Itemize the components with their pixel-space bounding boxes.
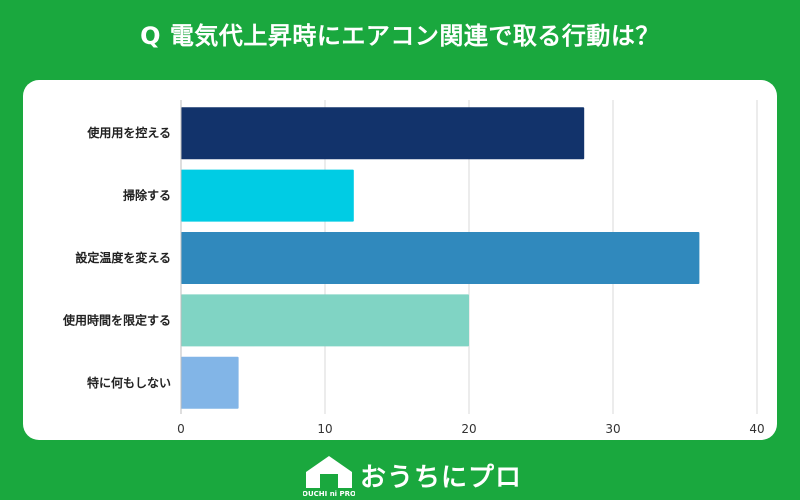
chart-panel: 0 10 20 30 40 使用用を控える掃除する設定温度を変える使用時間を限定する特に何… — [23, 80, 777, 440]
logo-text: OUCHI ni PRO — [303, 490, 355, 498]
category-label: 特に何もしない — [87, 375, 171, 390]
bar — [181, 169, 354, 222]
x-tick-label: 20 — [461, 422, 476, 436]
chart-title: Q 電気代上昇時にエアコン関連で取る行動は？ — [140, 22, 660, 50]
footer: OUCHI ni PRO おうちにプロ — [0, 448, 800, 500]
category-label: 使用時間を限定する — [62, 312, 171, 327]
x-tick-label: 30 — [605, 422, 620, 436]
x-tick-label: 10 — [317, 422, 332, 436]
brand-name: おうちにプロ — [360, 463, 523, 493]
category-label: 設定温度を変える — [75, 250, 171, 265]
house-logo-icon: OUCHI ni PRO — [303, 456, 355, 498]
bar — [181, 232, 700, 284]
x-tick-label: 0 — [177, 422, 185, 436]
category-label: 使用用を控える — [86, 125, 171, 140]
category-label: 掃除する — [123, 188, 171, 203]
bar — [181, 107, 585, 160]
bar — [181, 356, 239, 409]
bar-chart: 0 10 20 30 40 使用用を控える掃除する設定温度を変える使用時間を限定する特に何… — [62, 100, 765, 436]
x-tick-label: 40 — [749, 422, 764, 436]
bar — [181, 294, 469, 347]
